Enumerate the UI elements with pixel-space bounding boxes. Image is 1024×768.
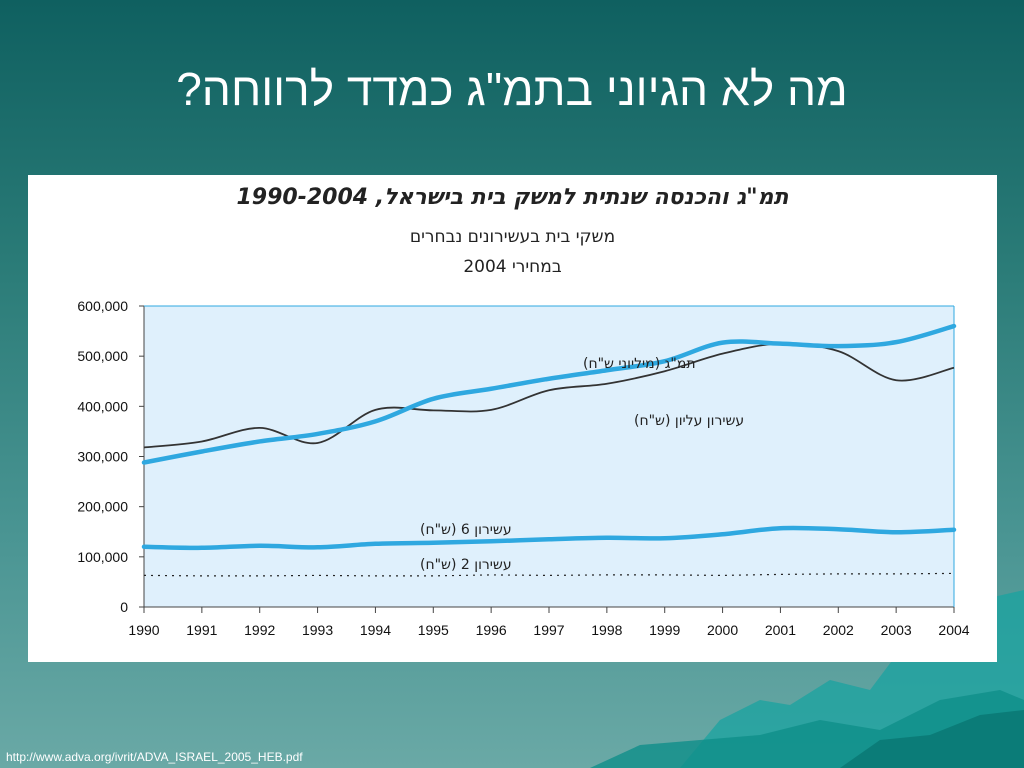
series-label-1: עשירון עליון (ש"ח) [634,413,744,429]
x-tick-label: 2001 [765,622,796,638]
y-tick-label: 300,000 [77,449,128,465]
series-label-3: עשירון 2 (ש"ח) [420,557,512,573]
series-label-0: תמ"ג (מיליוני ש"ח) [583,356,696,372]
y-tick-label: 500,000 [77,348,128,364]
chart-subtitle-price-base: במחירי 2004 [463,257,562,277]
y-tick-label: 600,000 [77,298,128,314]
x-tick-label: 1994 [360,622,391,638]
x-tick-label: 2002 [823,622,854,638]
x-tick-label: 2003 [881,622,912,638]
x-tick-label: 1999 [649,622,680,638]
x-tick-label: 2000 [707,622,738,638]
y-tick-label: 200,000 [77,499,128,515]
x-tick-label: 1990 [128,622,159,638]
chart-subtitle: משקי בית בעשירונים נבחרים [409,227,616,247]
chart-card: תמ"ג והכנסה שנתית למשק בית בישראל, 1990-… [28,175,997,662]
plot-area [144,306,954,607]
series-line-0 [141,323,957,465]
x-tick-label: 1992 [244,622,275,638]
x-tick-label: 1991 [186,622,217,638]
source-link[interactable]: http://www.adva.org/ivrit/ADVA_ISRAEL_20… [6,750,303,764]
x-tick-label: 2004 [938,622,969,638]
x-tick-label: 1995 [418,622,449,638]
line-chart: 0 100,000 200,000 300,000 400,000 500,000 600,… [77,298,969,638]
chart-title: תמ"ג והכנסה שנתית למשק בית בישראל, 1990-… [236,185,789,210]
x-tick-label: 1993 [302,622,333,638]
x-tick-label: 1996 [476,622,507,638]
y-tick-label: 0 [120,599,128,615]
series-label-2: עשירון 6 (ש"ח) [420,522,512,538]
x-tick-label: 1997 [533,622,564,638]
y-tick-label: 400,000 [77,398,128,414]
y-tick-label: 100,000 [77,549,128,565]
series-line-2 [141,525,957,551]
x-tick-label: 1998 [591,622,622,638]
slide-title: מה לא הגיוני בתמ"ג כמדד לרווחה? [176,63,848,115]
